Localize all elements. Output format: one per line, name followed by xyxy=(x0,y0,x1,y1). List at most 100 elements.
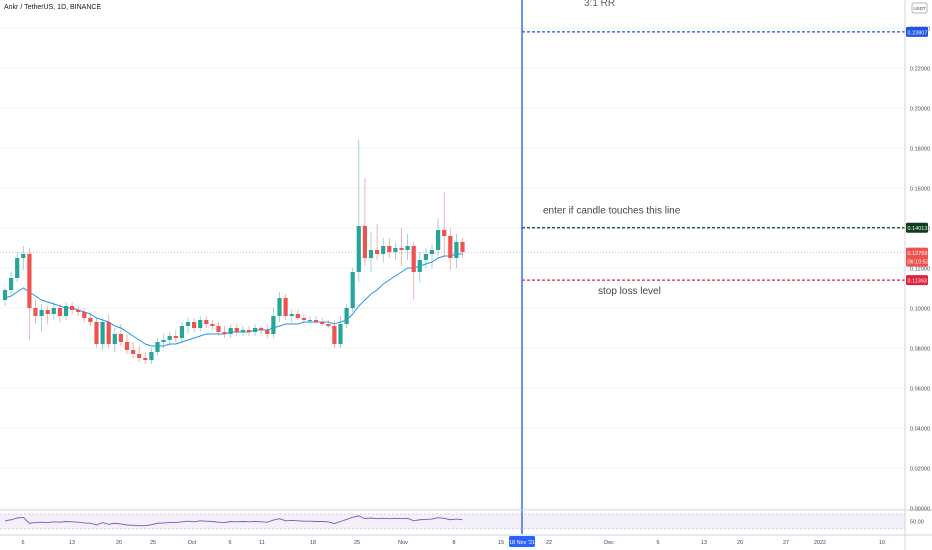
candle-body xyxy=(100,322,105,344)
candle-body xyxy=(307,320,313,321)
candle-body xyxy=(192,322,197,328)
candle-body xyxy=(350,272,355,308)
candle-body xyxy=(253,328,258,332)
time-axis-label: 25 xyxy=(150,540,156,546)
stop-level-tag-bg xyxy=(906,275,928,286)
entry-level-tag-bg xyxy=(906,222,928,233)
candle-body xyxy=(271,316,276,334)
price-tick-label: 0.00000 xyxy=(910,507,930,513)
time-axis-label: 6 xyxy=(228,540,231,546)
price-tick-label: 0.18000 xyxy=(910,147,930,153)
rr-annotation: 3:1 RR xyxy=(584,0,615,9)
price-axis[interactable]: 0.240000.220000.200000.180000.160000.140… xyxy=(904,0,930,550)
time-axis-label: 2022 xyxy=(814,540,826,546)
candle-body xyxy=(33,308,38,316)
time-axis-label: Nov xyxy=(398,540,408,546)
candle-body xyxy=(381,246,386,254)
currency-toggle-label: USDT xyxy=(914,6,927,11)
candle-body xyxy=(399,248,404,250)
candle-body xyxy=(88,318,93,322)
rsi-pane[interactable]: 50.00 xyxy=(0,509,932,530)
candle-body xyxy=(82,312,87,318)
candle-body xyxy=(265,330,270,334)
price-tick-label: 0.16000 xyxy=(910,187,930,193)
candle-body xyxy=(289,314,294,316)
stop-level-tag: 0.11393 xyxy=(908,279,927,285)
candle-body xyxy=(356,226,361,272)
candle-body xyxy=(411,246,416,272)
countdown-tag: 06:10:53 xyxy=(908,260,929,266)
price-tick-label: 0.08000 xyxy=(910,347,930,353)
candle-body xyxy=(118,334,123,342)
candlestick-series xyxy=(2,140,465,364)
time-axis-label: 18 xyxy=(310,540,316,546)
price-tick-label: 0.12000 xyxy=(910,267,930,273)
time-axis-label: 20 xyxy=(737,540,743,546)
candle-body xyxy=(429,250,435,254)
candle-body xyxy=(173,336,178,338)
candle-body xyxy=(45,310,50,314)
candle-body xyxy=(63,306,69,316)
target-level-tag: 0.23807 xyxy=(908,30,928,36)
candle-body xyxy=(216,326,221,332)
time-axis-label: Oct xyxy=(188,540,197,546)
candle-body xyxy=(15,258,20,278)
time-axis-label: 20 xyxy=(116,540,122,546)
candle-body xyxy=(222,332,227,334)
moving-average-layer xyxy=(4,253,463,347)
candle-body xyxy=(460,242,465,252)
candle-body xyxy=(259,328,264,330)
candle-body xyxy=(393,248,398,252)
candle-body xyxy=(76,310,81,312)
current-price-tag-bg xyxy=(906,247,928,267)
candle-body xyxy=(210,324,215,326)
candle-body xyxy=(228,328,233,334)
candle-body xyxy=(198,320,203,328)
time-axis-label: 6 xyxy=(656,540,659,546)
candle-body xyxy=(344,308,349,324)
candle-body xyxy=(2,290,8,300)
currency-toggle-button xyxy=(911,2,928,14)
candle-body xyxy=(161,340,166,342)
candle-body xyxy=(21,254,26,258)
price-tick-label: 0.10000 xyxy=(910,307,930,313)
candle-body xyxy=(320,322,325,324)
candle-body xyxy=(283,298,288,316)
price-tick-label: 0.06000 xyxy=(910,387,930,393)
candle-body xyxy=(454,242,459,258)
candle-body xyxy=(124,342,130,350)
candle-body xyxy=(112,334,117,344)
candle-body xyxy=(405,246,410,250)
cursor-date-tag-bg xyxy=(509,536,535,547)
candle-body xyxy=(106,322,111,344)
time-axis-label: 10 xyxy=(879,540,885,546)
candle-body xyxy=(442,230,447,236)
candle-body xyxy=(240,330,245,332)
symbol-title: Ankr / TetherUS, 1D, BINANCE xyxy=(4,4,102,11)
price-tick-label: 0.20000 xyxy=(910,107,930,113)
candle-body xyxy=(179,326,184,338)
time-axis-label: 25 xyxy=(354,540,360,546)
candle-body xyxy=(131,350,136,354)
candle-body xyxy=(94,322,99,344)
candle-body xyxy=(51,308,56,314)
candle-body xyxy=(301,318,306,320)
time-axis-label: Dec xyxy=(604,540,614,546)
candle-body xyxy=(167,336,172,340)
candle-body xyxy=(149,352,154,360)
time-axis-label: 13 xyxy=(701,540,707,546)
time-axis-label: 22 xyxy=(546,540,552,546)
drawing-annotations: 3:1 RR enter if candle touches this line s… xyxy=(521,0,681,534)
candle-body xyxy=(332,326,337,344)
price-tick-label: 0.04000 xyxy=(910,427,930,433)
entry-level-tag: 0.14013 xyxy=(908,226,928,232)
candle-body xyxy=(9,278,14,290)
candle-body xyxy=(387,246,392,252)
time-axis-label: 11 xyxy=(259,540,265,546)
price-tick-label: 0.22000 xyxy=(910,67,930,73)
time-axis[interactable]: 6 13 20 25 Oct 6 11 18 25 Nov 8 15 22 Dec 6 13 20 27 2022 1… xyxy=(0,534,932,547)
candle-body xyxy=(57,308,62,316)
chart-grid xyxy=(0,27,905,509)
candle-body xyxy=(234,328,239,332)
